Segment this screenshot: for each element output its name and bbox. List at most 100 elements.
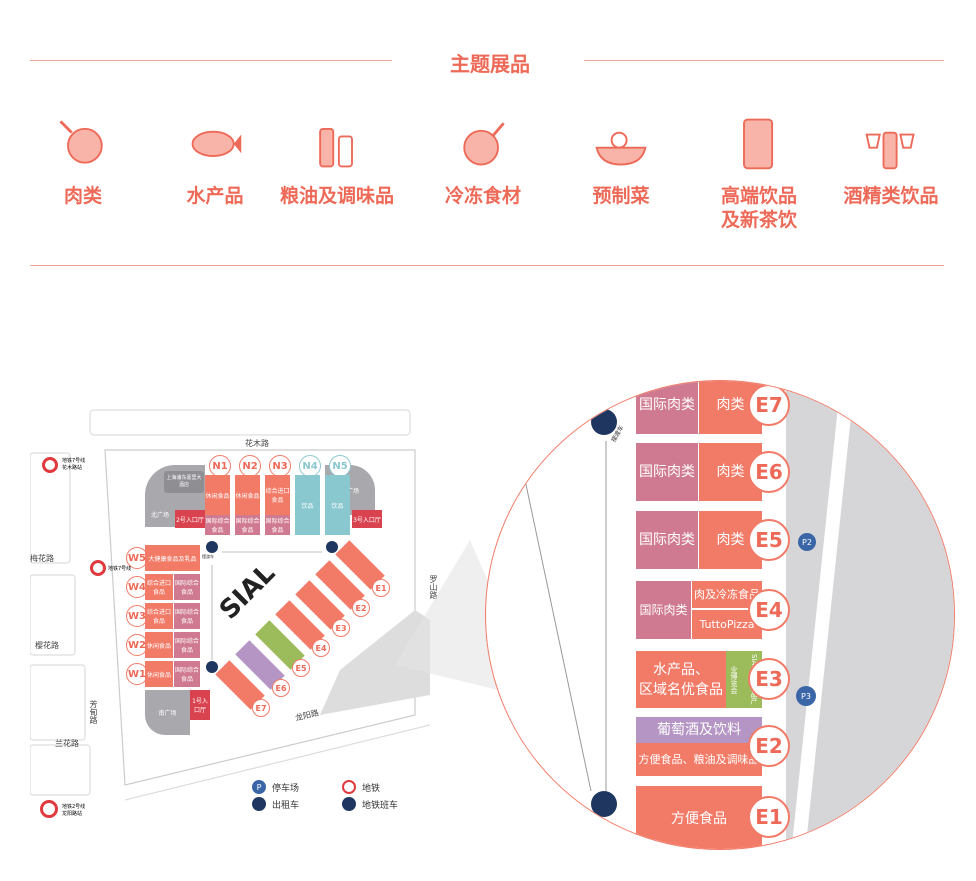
hall-N3[interactable]: 综合进口食品 xyxy=(265,475,290,515)
hall-badge-E4[interactable]: E4 xyxy=(312,639,330,657)
category-item[interactable]: 冷冻食材 xyxy=(418,110,548,208)
parking-icon: P xyxy=(252,780,266,794)
shuttle-stop-label: 摆渡车 xyxy=(202,554,214,559)
road-network xyxy=(30,409,430,801)
divider xyxy=(584,60,944,61)
hall-badge-E1[interactable]: E1 xyxy=(748,796,790,838)
zoom-hall-E7-left[interactable]: 国际肉类 xyxy=(636,381,698,434)
hall-badge-E2[interactable]: E2 xyxy=(748,725,790,767)
hall-W2-right[interactable]: 国际综合食品 xyxy=(174,632,200,658)
hall-W4-right[interactable]: 国际综合食品 xyxy=(174,574,200,600)
prepared-dish-icon xyxy=(595,131,647,166)
divider xyxy=(30,265,944,266)
venue-map: 花木路 梅花路 樱花路 兰花路 芳甸路 龙阳路 罗山路 北广场 上海浦东嘉里大酒… xyxy=(30,405,438,825)
metro-icon xyxy=(90,560,106,576)
category-label: 预制菜 xyxy=(592,185,650,207)
metro-west-label: 地铁7号线 xyxy=(108,566,132,572)
fish-icon xyxy=(191,130,242,157)
hall-W3-right[interactable]: 国际综合食品 xyxy=(174,603,200,629)
condiment-bottles-icon xyxy=(319,127,353,168)
hall-badge-N2[interactable]: N2 xyxy=(239,455,261,477)
category-label: 冷冻食材 xyxy=(444,185,521,207)
entrance-3[interactable]: 3号入口厅 xyxy=(352,510,382,528)
hall-W4[interactable]: 综合进口食品 xyxy=(145,574,173,600)
shuttle-bus-icon xyxy=(342,797,356,811)
road-label-west1: 梅花路 xyxy=(30,554,54,563)
hall-badge-E2[interactable]: E2 xyxy=(352,599,370,617)
road-label-vertical: 芳甸路 xyxy=(89,700,98,724)
hall-N1[interactable]: 休闲食品 xyxy=(205,475,230,515)
hall-W2[interactable]: 休闲食品 xyxy=(145,632,173,658)
zoom-hall-E3-left[interactable]: 水产品、 区域名优食品 xyxy=(636,651,726,708)
legend-metro: 地铁 xyxy=(342,780,380,794)
hall-N5[interactable]: 饮品 xyxy=(325,475,350,535)
hall-N2-bottom[interactable]: 国际综合食品 xyxy=(235,515,260,535)
category-label: 水产品 xyxy=(186,185,244,207)
road-label-east: 罗山路 xyxy=(429,575,438,599)
zoom-hall-E4-left[interactable]: 国际肉类 xyxy=(636,581,691,639)
hall-badge-E7[interactable]: E7 xyxy=(252,699,270,717)
zoom-hall-E1[interactable]: 方便食品 xyxy=(636,786,762,849)
hall-badge-W4[interactable]: W4 xyxy=(126,576,148,598)
frozen-chicken-icon xyxy=(463,122,505,166)
hall-N4[interactable]: 饮品 xyxy=(295,475,320,535)
parking-icon: P2 xyxy=(798,533,816,551)
shuttle-bus-icon[interactable] xyxy=(326,541,338,553)
section-title: 主题展品 xyxy=(450,52,530,76)
hall-W1[interactable]: 休闲食品 xyxy=(145,661,173,687)
taxi-icon xyxy=(252,797,266,811)
hall-badge-E6[interactable]: E6 xyxy=(272,679,290,697)
hall-badge-E5[interactable]: E5 xyxy=(292,659,310,677)
category-label: 酒精类饮品 xyxy=(843,185,939,207)
meat-icon xyxy=(59,120,103,164)
zoom-hall-E6-left[interactable]: 国际肉类 xyxy=(636,443,698,501)
entrance-1[interactable]: 1号入口厅 xyxy=(190,690,210,720)
zoom-circle: P2 P3 摆渡车 国际肉类 肉类 E7 国际肉类 肉类 E6 国际肉类 肉类 E5 国际肉… xyxy=(485,380,955,850)
hall-badge-E1[interactable]: E1 xyxy=(372,579,390,597)
zoom-hall-E6-right[interactable]: 肉类 xyxy=(699,443,762,501)
category-label: 高端饮品 及新茶饮 xyxy=(720,185,797,231)
hall-W3[interactable]: 综合进口食品 xyxy=(145,603,173,629)
metro-south-label: 地铁2号线 龙阳路站 xyxy=(62,804,86,817)
shuttle-bus-icon[interactable] xyxy=(591,791,617,817)
drink-can-icon xyxy=(743,118,774,170)
zoom-hall-E5-left[interactable]: 国际肉类 xyxy=(636,511,698,569)
category-item[interactable]: 水产品 xyxy=(150,110,280,208)
hall-badge-N4[interactable]: N4 xyxy=(299,455,321,477)
south-plaza: 南广场 xyxy=(145,690,190,735)
entrance-2[interactable]: 2号入口厅 xyxy=(175,510,205,528)
shuttle-bus-icon[interactable] xyxy=(206,541,218,553)
hall-badge-E5[interactable]: E5 xyxy=(748,519,790,561)
legend-taxi: 出租车 xyxy=(252,797,299,811)
hall-badge-E6[interactable]: E6 xyxy=(748,451,790,493)
zoom-hall-E2-bottom[interactable]: 方便食品、粮油及调味品 xyxy=(636,743,762,776)
hall-W5[interactable]: 大健康食品及乳品 xyxy=(145,545,200,571)
category-item[interactable]: 肉类 xyxy=(18,110,148,208)
wine-bottle-icon xyxy=(865,131,915,170)
hotel: 上海浦东嘉里大酒店 xyxy=(164,471,204,493)
shuttle-bus-icon[interactable] xyxy=(206,661,218,673)
hall-badge-N5[interactable]: N5 xyxy=(329,455,351,477)
shuttle-route xyxy=(520,441,607,792)
legend-shuttle: 地铁班车 xyxy=(342,797,398,811)
category-label: 肉类 xyxy=(63,185,102,207)
hall-N1-bottom[interactable]: 国际综合食品 xyxy=(205,515,230,535)
zoom-hall-E2-top[interactable]: 葡萄酒及饮料 xyxy=(636,717,762,743)
legend-parking: P 停车场 xyxy=(252,780,299,794)
hall-N3-bottom[interactable]: 国际综合食品 xyxy=(265,515,290,535)
hall-badge-E7[interactable]: E7 xyxy=(748,384,790,426)
metro-icon xyxy=(42,457,58,473)
category-item[interactable]: 预制菜 xyxy=(556,110,686,208)
road-label-north: 花木路 xyxy=(245,439,269,448)
parking-icon: P3 xyxy=(796,686,816,706)
category-item[interactable]: 粮油及调味品 xyxy=(272,110,402,208)
hall-badge-E3[interactable]: E3 xyxy=(748,658,790,700)
hall-W1-right[interactable]: 国际综合食品 xyxy=(174,661,200,687)
hall-N2[interactable]: 休闲食品 xyxy=(235,475,260,515)
hall-badge-E4[interactable]: E4 xyxy=(748,589,790,631)
category-item[interactable]: 酒精类饮品 xyxy=(826,110,956,208)
category-item[interactable]: 高端饮品 及新茶饮 xyxy=(694,110,824,232)
shuttle-bus-icon[interactable] xyxy=(591,409,617,435)
road-label-west3: 兰花路 xyxy=(55,739,79,748)
hall-badge-E3[interactable]: E3 xyxy=(332,619,350,637)
